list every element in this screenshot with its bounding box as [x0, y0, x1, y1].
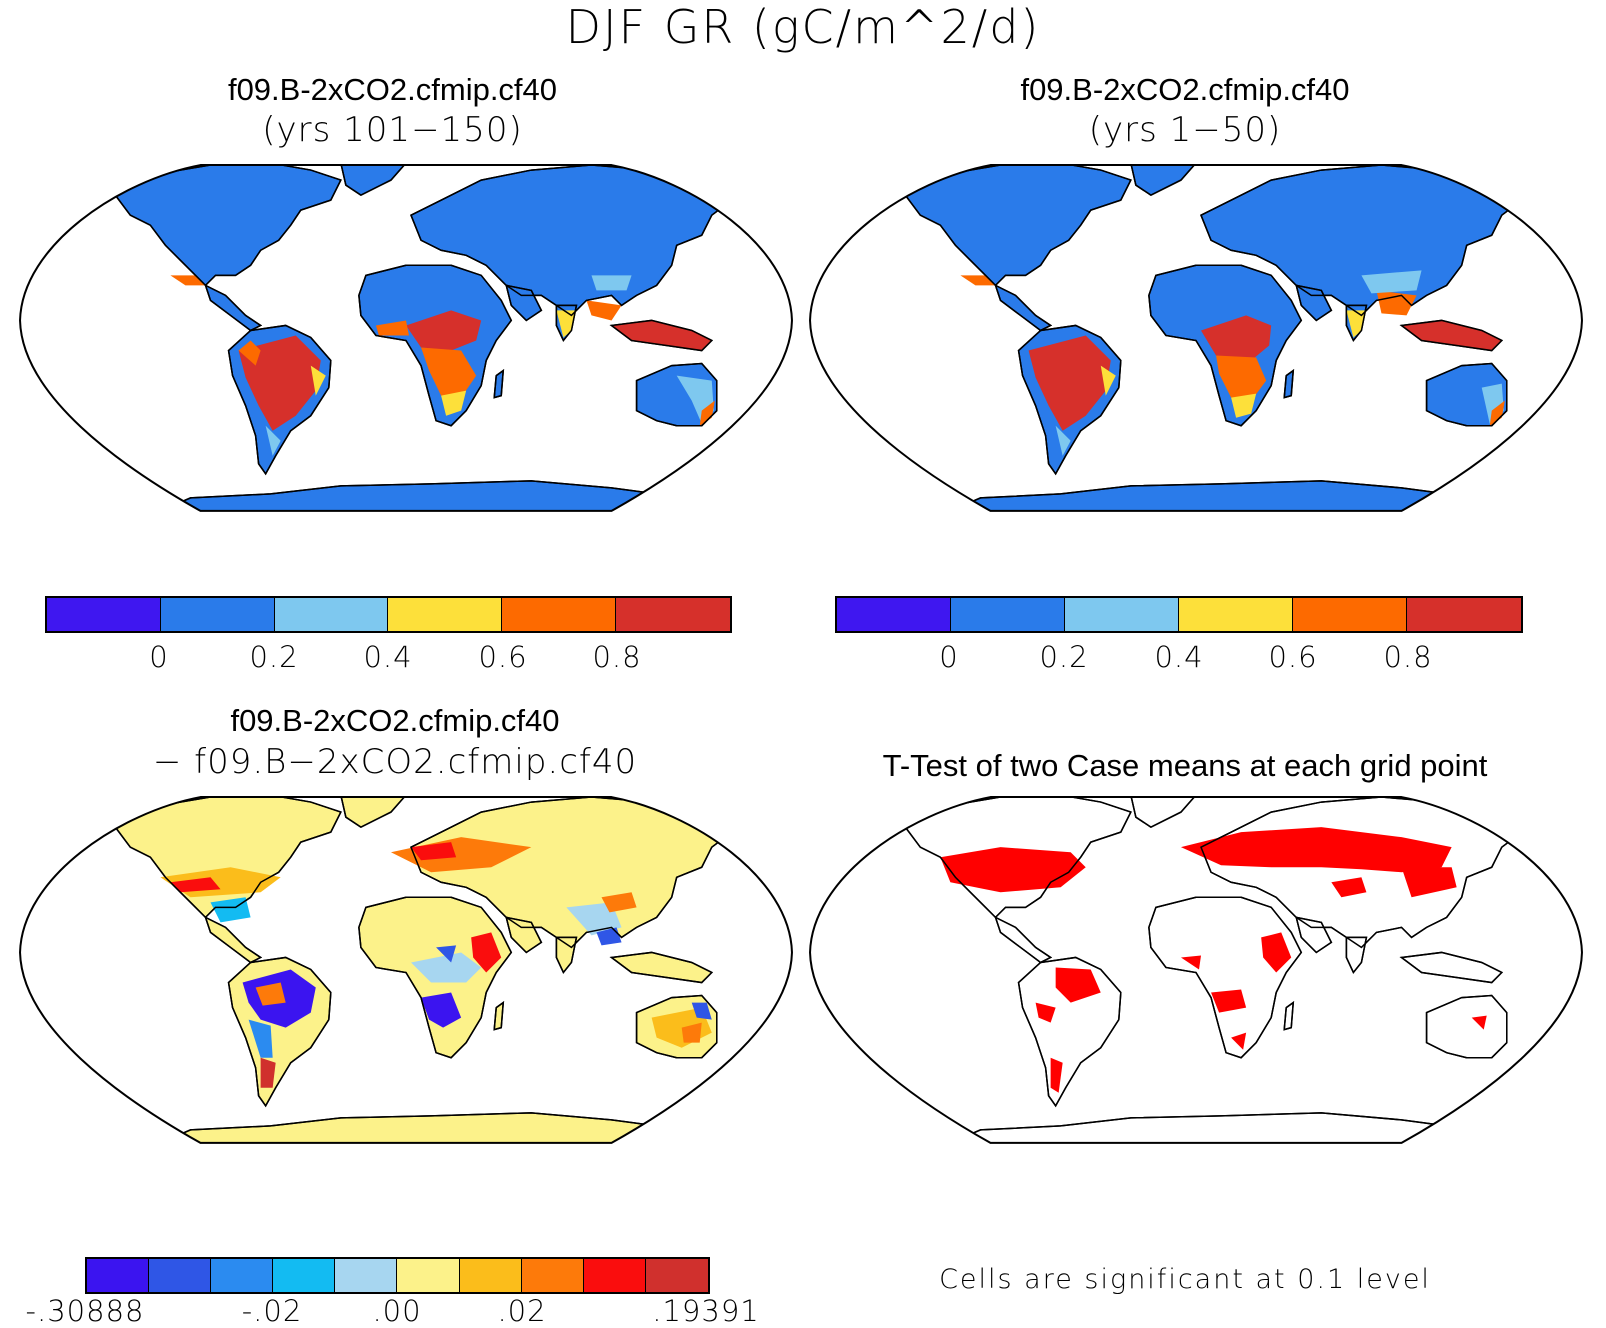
- colorbar-swatch: [615, 598, 730, 631]
- panel4-map: [800, 750, 1592, 1195]
- colorbar-tick: 0.2: [1039, 640, 1089, 674]
- colorbar-swatch: [521, 1259, 584, 1292]
- colorbar-swatch: [47, 598, 161, 631]
- panel2-map: [800, 118, 1592, 563]
- colorbar-tick: 0.6: [478, 640, 528, 674]
- colorbar-swatch: [273, 1259, 336, 1292]
- panel1-subtitle: (yrs 101−150): [262, 110, 523, 150]
- figure-title: DJF GR (gC/m^2/d): [565, 0, 1041, 54]
- colorbar-swatch: [397, 1259, 460, 1292]
- colorbar-tick: 0.6: [1268, 640, 1318, 674]
- colorbar-swatch: [837, 598, 951, 631]
- colorbar-panel3: [85, 1257, 710, 1294]
- colorbar-tick: 0.2: [249, 640, 299, 674]
- colorbar-swatch: [1292, 598, 1407, 631]
- panel1-title: f09.B-2xCO2.cfmip.cf40: [227, 72, 558, 107]
- colorbar-swatch: [149, 1259, 212, 1292]
- panel3-subtitle: − f09.B−2xCO2.cfmip.cf40: [152, 742, 638, 782]
- panel4-title: T-Test of two Case means at each grid po…: [882, 748, 1488, 783]
- colorbar-swatch: [274, 598, 389, 631]
- colorbar-swatch: [645, 1259, 708, 1292]
- colorbar-swatch: [950, 598, 1065, 631]
- colorbar-swatch: [211, 1259, 274, 1292]
- colorbar-swatch: [160, 598, 275, 631]
- significance-note: Cells are significant at 0.1 level: [939, 1264, 1431, 1295]
- panel2-subtitle: (yrs 1−50): [1088, 110, 1282, 150]
- colorbar-swatch: [335, 1259, 398, 1292]
- colorbar-swatch: [583, 1259, 646, 1292]
- colorbar-tick: .02: [497, 1294, 547, 1328]
- panel3-map: [10, 750, 802, 1195]
- colorbar-swatch: [87, 1259, 150, 1292]
- colorbar-swatch: [388, 598, 503, 631]
- colorbar-tick: 0.8: [1383, 640, 1433, 674]
- colorbar-tick: 0: [149, 640, 169, 674]
- colorbar-swatch: [459, 1259, 522, 1292]
- colorbar-tick: -.30888: [25, 1294, 145, 1328]
- colorbar-swatch: [1064, 598, 1179, 631]
- colorbar-tick: 0.4: [1154, 640, 1204, 674]
- panel3-title: f09.B-2xCO2.cfmip.cf40: [230, 703, 560, 738]
- colorbar-tick: -.02: [241, 1294, 303, 1328]
- colorbar-tick: 0.8: [592, 640, 642, 674]
- panel1-map: [10, 118, 802, 563]
- colorbar-tick: .19391: [652, 1294, 760, 1328]
- panel2-title: f09.B-2xCO2.cfmip.cf40: [1020, 72, 1350, 107]
- colorbar-tick: .00: [372, 1294, 422, 1328]
- colorbar-swatch: [1406, 598, 1521, 631]
- colorbar-tick: 0.4: [363, 640, 413, 674]
- colorbar-panel2: [835, 596, 1523, 633]
- colorbar-panel1: [45, 596, 732, 633]
- colorbar-swatch: [502, 598, 616, 631]
- colorbar-tick: 0: [939, 640, 959, 674]
- colorbar-swatch: [1178, 598, 1293, 631]
